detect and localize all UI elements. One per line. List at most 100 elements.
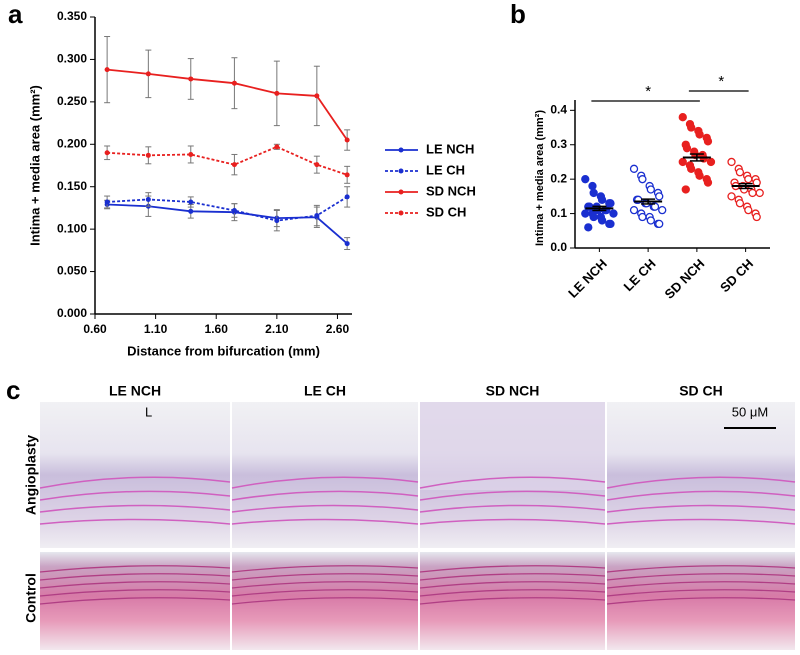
legend-marker [398, 189, 404, 195]
scale-bar-label: 50 μM [732, 404, 768, 419]
x-tick-label: 1.60 [205, 322, 229, 336]
data-point [344, 137, 350, 143]
elastic-lamina [606, 581, 796, 589]
data-point [703, 178, 713, 187]
histology-image [40, 402, 230, 548]
elastic-lamina [419, 597, 606, 605]
histology-image [607, 402, 795, 548]
panel-label: b [510, 0, 526, 29]
histology-image [232, 402, 418, 548]
data-point [735, 199, 745, 208]
y-tick-label: 0.250 [57, 94, 87, 108]
neointima [420, 402, 605, 490]
series-line [107, 145, 348, 176]
panel-label: c [6, 375, 20, 405]
data-point [682, 144, 692, 153]
elastic-lamina [39, 589, 231, 597]
data-point [687, 164, 696, 173]
column-header: LE CH [304, 383, 346, 399]
elastic-lamina [231, 581, 419, 589]
elastic-lamina [231, 490, 419, 501]
x-tick-label: 1.10 [144, 322, 168, 336]
series-line [107, 203, 348, 245]
elastic-lamina [419, 565, 606, 573]
elastic-lamina [606, 589, 796, 597]
y-axis-label: Intima + media area (mm²) [534, 110, 546, 246]
elastic-lamina [39, 581, 231, 589]
elastic-lamina [231, 573, 419, 581]
data-point [145, 152, 151, 158]
elastic-lamina [419, 573, 606, 581]
data-point [104, 199, 110, 205]
elastic-lamina [39, 597, 231, 605]
elastic-lamina [606, 597, 796, 605]
data-point [638, 175, 647, 184]
data-point [145, 71, 151, 77]
significance-star: * [645, 83, 651, 100]
data-point [231, 207, 237, 213]
data-point [584, 223, 593, 232]
y-tick-label: 0.150 [57, 179, 87, 193]
data-point [314, 162, 320, 168]
data-point [727, 157, 736, 167]
column-header: SD CH [679, 383, 723, 399]
data-point [735, 168, 745, 177]
significance-star: * [718, 73, 724, 90]
data-point [755, 188, 764, 198]
data-point [706, 157, 716, 167]
data-point [188, 151, 194, 157]
series-line [107, 196, 348, 222]
elastic-lamina [231, 476, 419, 489]
elastic-lamina [39, 476, 231, 489]
data-point [638, 212, 647, 222]
x-tick-label: LE CH [620, 256, 658, 294]
lumen-label: L [145, 404, 152, 419]
data-point [681, 185, 690, 194]
elastic-lamina [419, 476, 606, 489]
data-point [581, 175, 590, 184]
elastic-lamina [39, 573, 231, 581]
histology-grid: LE NCH LE CH SD NCH SD CH Angioplasty Control [23, 383, 796, 650]
data-point [344, 241, 350, 247]
data-point [597, 216, 607, 225]
elastic-lamina [419, 504, 606, 513]
elastic-lamina [606, 504, 796, 513]
elastic-lamina [39, 518, 231, 525]
elastic-lamina [419, 581, 606, 589]
data-point [589, 212, 598, 222]
y-tick-label: 0.350 [57, 9, 87, 23]
data-point [581, 209, 590, 218]
data-point [606, 219, 615, 229]
elastic-lamina [419, 518, 606, 525]
data-point [703, 137, 713, 146]
row-label: Control [23, 573, 39, 623]
legend-marker [398, 147, 404, 153]
y-axis-label: Intima + media area (mm²) [27, 85, 42, 246]
data-point [314, 93, 320, 99]
data-point [629, 205, 639, 215]
elastic-lamina [419, 589, 606, 597]
data-point [687, 123, 696, 132]
legend-label: LE NCH [426, 141, 474, 156]
data-point [678, 157, 687, 167]
data-point [646, 185, 655, 194]
legend-label: LE CH [426, 162, 465, 177]
data-point [104, 150, 110, 156]
y-tick-label: 0.0 [550, 240, 567, 254]
x-tick-label: SD CH [717, 256, 756, 295]
data-point [678, 113, 687, 122]
elastic-lamina [231, 589, 419, 597]
elastic-lamina [39, 490, 231, 501]
data-point [344, 172, 350, 178]
legend-marker [398, 210, 404, 216]
data-point [314, 213, 320, 219]
legend-label: SD NCH [426, 183, 476, 198]
elastic-lamina [39, 565, 231, 573]
data-point [606, 199, 615, 208]
y-tick-label: 0.300 [57, 52, 87, 66]
y-tick-label: 0.3 [550, 137, 567, 151]
data-point [655, 192, 664, 201]
elastic-lamina [231, 597, 419, 605]
data-point [231, 162, 237, 168]
